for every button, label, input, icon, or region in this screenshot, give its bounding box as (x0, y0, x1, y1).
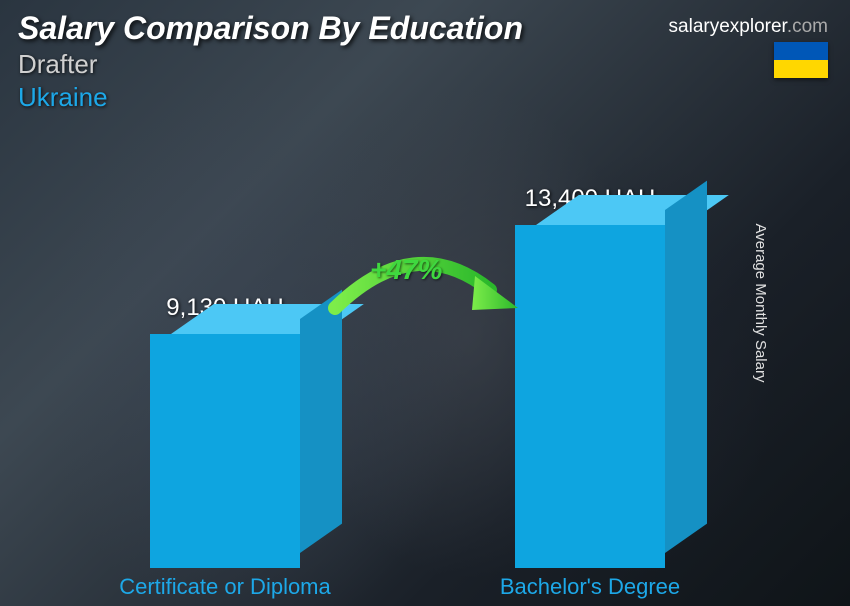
percent-increase-badge: +47% (370, 254, 442, 286)
job-subtitle: Drafter (18, 49, 523, 80)
brand-suffix: .com (787, 16, 828, 37)
bar-category-label: Bachelor's Degree (450, 574, 730, 600)
bar-category-label: Certificate or Diploma (85, 574, 365, 600)
bar-side-face (665, 181, 707, 553)
bar-front-face (515, 225, 665, 568)
brand-name: salaryexplorer (669, 16, 787, 37)
header: Salary Comparison By Education Drafter U… (18, 10, 523, 113)
bar-3d (150, 334, 300, 568)
y-axis-label: Average Monthly Salary (752, 224, 769, 383)
bar-group: 9,130 UAH (95, 294, 355, 568)
bar-front-face (150, 334, 300, 568)
page-title: Salary Comparison By Education (18, 10, 523, 47)
country-name: Ukraine (18, 82, 523, 113)
brand-logo: salaryexplorer.com (669, 16, 828, 38)
country-flag-icon (774, 42, 828, 78)
bar-3d (515, 225, 665, 568)
bar-side-face (300, 290, 342, 553)
chart-area: +47% 9,130 UAH13,400 UAH Certificate or … (0, 126, 850, 606)
flag-bottom-stripe (774, 60, 828, 78)
flag-top-stripe (774, 42, 828, 60)
